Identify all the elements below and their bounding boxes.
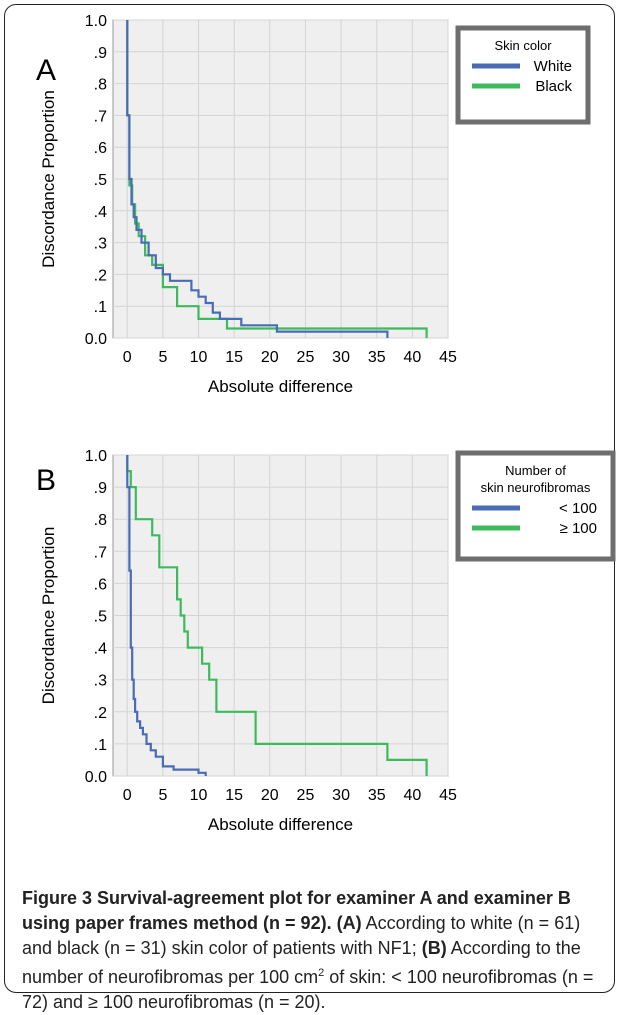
y-tick-label: .7 xyxy=(94,108,107,125)
y-tick-label: 1.0 xyxy=(85,13,107,30)
x-tick-label: 5 xyxy=(158,349,167,366)
panel-letter: B xyxy=(36,464,56,497)
x-tick-label: 25 xyxy=(297,787,315,804)
y-tick-label: 0.0 xyxy=(85,769,107,786)
x-tick-label: 15 xyxy=(225,787,243,804)
series-line-100 xyxy=(126,455,207,776)
y-tick-label: .5 xyxy=(94,609,107,626)
x-tick-label: 10 xyxy=(190,787,208,804)
y-tick-label: .7 xyxy=(94,544,107,561)
x-tick-label: 0 xyxy=(123,787,132,804)
legend-entry-label: White xyxy=(534,58,572,75)
y-tick-label: 0.0 xyxy=(85,331,107,348)
panel-b-chart: 1.0 .9 .8 .7 .6 .5 .4 .3 .2 .1 0.0 0 5 10 15 20 25 30 35 40… xyxy=(36,448,616,834)
x-tick-label: 20 xyxy=(261,787,279,804)
caption-title: Figure 3 Survival-agreement plot for exa… xyxy=(22,888,571,933)
y-tick-label: .6 xyxy=(94,576,107,593)
caption-tag-b: (B) xyxy=(421,938,447,958)
x-tick-label: 20 xyxy=(261,349,279,366)
legend-entry-label: ≥ 100 xyxy=(560,520,597,537)
caption-text-b-sup: 2 xyxy=(318,967,325,979)
x-tick-label: 35 xyxy=(368,787,386,804)
legend-title: skin neurofibromas xyxy=(481,480,591,495)
y-tick-label: .6 xyxy=(94,140,107,157)
series-line-100 xyxy=(126,455,428,776)
x-tick-label: 0 xyxy=(123,349,132,366)
legend-title: Number of xyxy=(505,463,566,478)
y-axis-label: Discordance Proportion xyxy=(39,90,58,268)
x-tick-label: 40 xyxy=(403,787,421,804)
x-tick-label: 30 xyxy=(332,787,350,804)
x-axis-label: Absolute difference xyxy=(208,377,353,396)
x-tick-label: 30 xyxy=(332,349,350,366)
legend-entry-label: < 100 xyxy=(559,500,597,517)
y-tick-label: .5 xyxy=(94,172,107,189)
x-tick-label: 40 xyxy=(403,349,421,366)
y-tick-label: 1.0 xyxy=(85,448,107,465)
y-tick-label: .9 xyxy=(94,45,107,62)
series-line-white xyxy=(126,20,389,338)
panel-a-chart: 1.0 .9 .8 .7 .6 .5 .4 .3 .2 .1 0.0 0 5 10 15 20 25 30 35 40… xyxy=(36,13,591,396)
x-tick-label: 15 xyxy=(225,349,243,366)
caption-tag-a: (A) xyxy=(336,913,362,933)
caption-text-b1: According to the number of neurofibromas… xyxy=(22,938,581,987)
y-tick-label: .1 xyxy=(94,299,107,316)
x-tick-label: 25 xyxy=(297,349,315,366)
y-tick-label: .3 xyxy=(94,673,107,690)
y-tick-label: .8 xyxy=(94,77,107,94)
y-tick-label: .3 xyxy=(94,236,107,253)
panel-letter: A xyxy=(36,54,56,87)
caption-text-a: According to white (n = 61) and black (n… xyxy=(22,913,581,958)
y-tick-label: .9 xyxy=(94,480,107,497)
figure-caption: Figure 3 Survival-agreement plot for exa… xyxy=(22,886,612,1015)
y-tick-label: .4 xyxy=(94,641,107,658)
legend-box xyxy=(455,25,591,125)
x-tick-label: 5 xyxy=(158,787,167,804)
y-tick-label: .2 xyxy=(94,705,107,722)
legend-title: Skin color xyxy=(494,38,552,53)
y-tick-label: .8 xyxy=(94,512,107,529)
legend-entry-label: Black xyxy=(535,78,572,95)
y-tick-label: .2 xyxy=(94,267,107,284)
y-tick-label: .1 xyxy=(94,737,107,754)
x-tick-label: 45 xyxy=(439,349,457,366)
x-tick-label: 10 xyxy=(190,349,208,366)
x-axis-label: Absolute difference xyxy=(208,815,353,834)
y-tick-label: .4 xyxy=(94,204,107,221)
y-axis-label: Discordance Proportion xyxy=(39,527,58,705)
x-tick-label: 35 xyxy=(368,349,386,366)
x-tick-label: 45 xyxy=(439,787,457,804)
